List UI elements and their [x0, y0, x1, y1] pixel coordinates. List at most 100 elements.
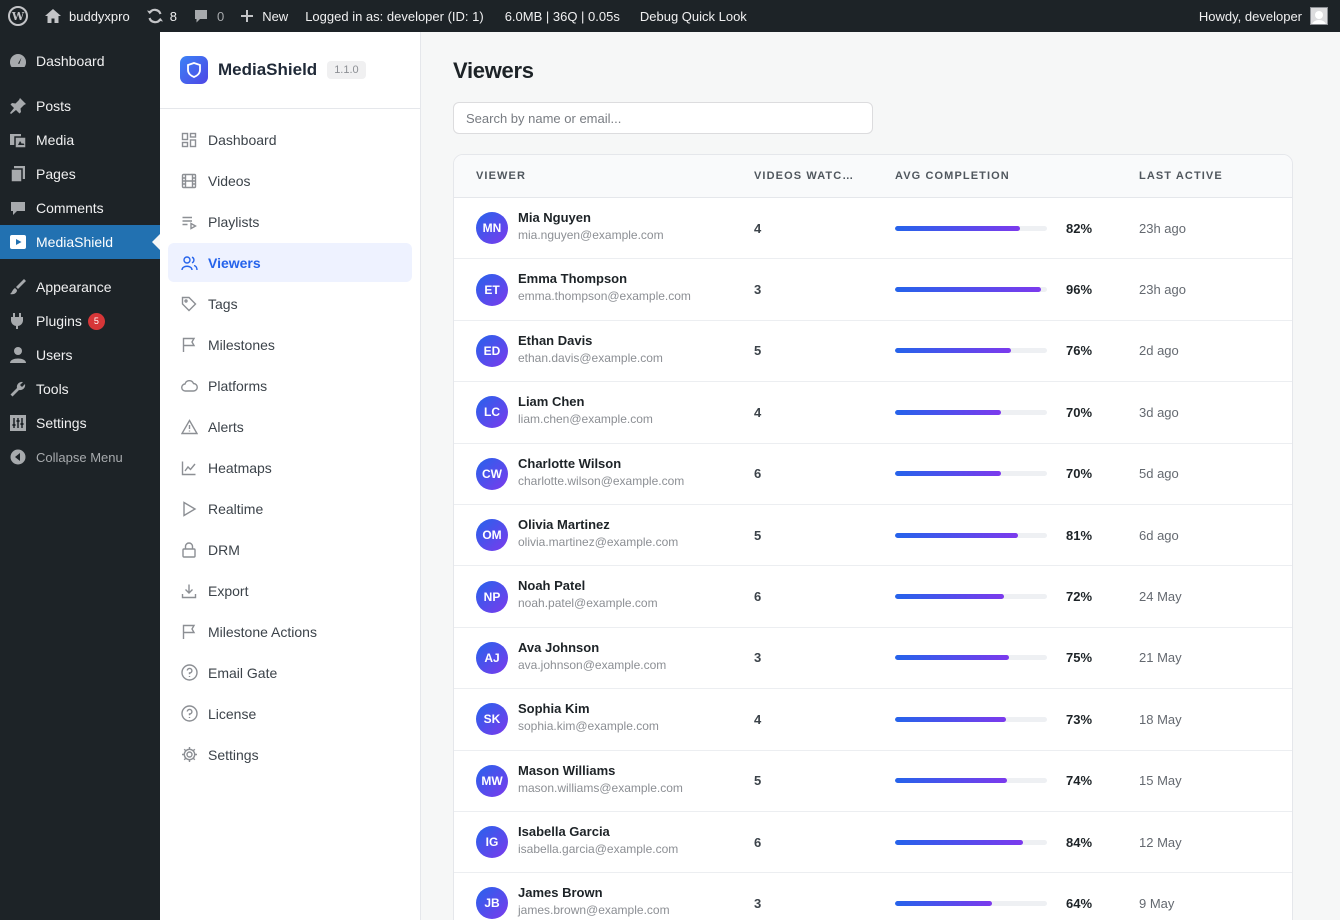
- table-row[interactable]: SK Sophia Kim sophia.kim@example.com 4 73% 18…: [454, 689, 1292, 751]
- comments-link[interactable]: 0: [185, 0, 232, 32]
- debug-quick-look[interactable]: Debug Quick Look: [628, 0, 755, 32]
- download-icon: [180, 582, 198, 600]
- videos-watched: 3: [754, 282, 762, 298]
- nav-viewers[interactable]: Viewers: [168, 243, 412, 282]
- nav-tags[interactable]: Tags: [168, 284, 412, 323]
- viewer-email: liam.chen@example.com: [518, 412, 653, 427]
- viewer-email: isabella.garcia@example.com: [518, 841, 679, 856]
- col-videos-watched[interactable]: Videos Watched: [754, 170, 854, 182]
- query-monitor-stats[interactable]: 6.0MB | 36Q | 0.05s: [492, 0, 628, 32]
- avatar: MN: [476, 212, 508, 245]
- table-row[interactable]: MN Mia Nguyen mia.nguyen@example.com 4 82% 23…: [454, 198, 1292, 260]
- last-active: 12 May: [1139, 834, 1182, 850]
- plug-icon: [8, 311, 28, 331]
- menu-media[interactable]: Media: [0, 123, 160, 157]
- viewer-name[interactable]: Charlotte Wilson: [518, 455, 622, 471]
- viewer-email: olivia.martinez@example.com: [518, 534, 679, 549]
- nav-platforms[interactable]: Platforms: [168, 366, 412, 405]
- last-active: 9 May: [1139, 895, 1175, 911]
- menu-tools[interactable]: Tools: [0, 372, 160, 406]
- nav-export[interactable]: Export: [168, 571, 412, 610]
- table-row[interactable]: LC Liam Chen liam.chen@example.com 4 70% 3d a…: [454, 382, 1292, 444]
- avatar: CW: [476, 457, 508, 490]
- table-row[interactable]: AJ Ava Johnson ava.johnson@example.com 3 75%…: [454, 628, 1292, 690]
- menu-plugins[interactable]: Plugins 5: [0, 304, 160, 338]
- viewer-info: Liam Chen liam.chen@example.com: [518, 394, 653, 426]
- viewer-name[interactable]: Mason Williams: [518, 762, 616, 778]
- table-row[interactable]: NP Noah Patel noah.patel@example.com 6 72% 24…: [454, 566, 1292, 628]
- search-input[interactable]: [453, 102, 873, 134]
- avatar: ET: [476, 273, 508, 306]
- completion-bar: [895, 778, 1047, 784]
- viewer-name[interactable]: Sophia Kim: [518, 701, 590, 717]
- nav-playlists[interactable]: Playlists: [168, 202, 412, 241]
- menu-users[interactable]: Users: [0, 338, 160, 372]
- logged-in-info[interactable]: Logged in as: developer (ID: 1): [296, 0, 492, 32]
- avatar: NP: [476, 580, 508, 613]
- nav-label: Dashboard: [208, 131, 277, 148]
- col-viewer[interactable]: Viewer: [476, 170, 526, 182]
- viewer-info: Olivia Martinez olivia.martinez@example.c…: [518, 517, 678, 549]
- nav-label: Videos: [208, 172, 251, 189]
- user-icon: [8, 345, 28, 365]
- table-row[interactable]: ED Ethan Davis ethan.davis@example.com 5 76%…: [454, 321, 1292, 383]
- viewer-name[interactable]: Noah Patel: [518, 578, 586, 594]
- videos-watched: 5: [754, 773, 762, 789]
- last-active: 15 May: [1139, 773, 1182, 789]
- nav-alerts[interactable]: Alerts: [168, 407, 412, 446]
- viewer-name[interactable]: Ethan Davis: [518, 332, 593, 348]
- menu-pages[interactable]: Pages: [0, 157, 160, 191]
- viewer-name[interactable]: Mia Nguyen: [518, 210, 591, 225]
- menu-settings[interactable]: Settings: [0, 406, 160, 440]
- table-row[interactable]: MW Mason Williams mason.williams@example.c…: [454, 751, 1292, 812]
- avatar: ED: [476, 334, 508, 367]
- nav-label: Milestone Actions: [208, 623, 317, 640]
- nav-license[interactable]: License: [168, 694, 412, 733]
- nav-videos[interactable]: Videos: [168, 161, 412, 200]
- nav-milestones[interactable]: Milestones: [168, 325, 412, 364]
- last-active: 3d ago: [1139, 404, 1179, 420]
- nav-dashboard[interactable]: Dashboard: [168, 120, 412, 159]
- table-row[interactable]: CW Charlotte Wilson charlotte.wilson@examp…: [454, 444, 1292, 505]
- viewer-name[interactable]: Olivia Martinez: [518, 516, 610, 532]
- table-row[interactable]: OM Olivia Martinez olivia.martinez@example…: [454, 505, 1292, 567]
- howdy-text: Howdy, developer: [1198, 8, 1302, 24]
- pages-icon: [8, 164, 28, 184]
- viewer-name[interactable]: Liam Chen: [518, 394, 585, 410]
- menu-appearance[interactable]: Appearance: [0, 270, 160, 304]
- updates-link[interactable]: 8: [138, 0, 185, 32]
- nav-drm[interactable]: DRM: [168, 530, 412, 569]
- nav-label: Alerts: [208, 418, 244, 435]
- menu-mediashield[interactable]: MediaShield: [0, 225, 160, 259]
- completion-bar-fill: [895, 655, 1009, 661]
- collapse-menu-button[interactable]: Collapse Menu: [0, 440, 160, 474]
- table-row[interactable]: IG Isabella Garcia isabella.garcia@example…: [454, 812, 1292, 874]
- menu-posts[interactable]: Posts: [0, 89, 160, 123]
- plugin-sidebar: MediaShield 1.1.0 Dashboard Videos Playl…: [160, 32, 421, 920]
- menu-comments[interactable]: Comments: [0, 191, 160, 225]
- menu-dashboard[interactable]: Dashboard: [0, 44, 160, 78]
- site-name-link[interactable]: buddyxpro: [36, 0, 138, 32]
- plus-icon: [241, 10, 254, 22]
- completion-bar-fill: [895, 225, 1020, 231]
- nav-settings[interactable]: Settings: [168, 735, 412, 774]
- nav-milestone-actions[interactable]: Milestone Actions: [168, 612, 412, 651]
- viewer-name[interactable]: James Brown: [518, 885, 603, 901]
- last-active: 23h ago: [1139, 220, 1186, 236]
- nav-email-gate[interactable]: Email Gate: [168, 653, 412, 692]
- new-content-link[interactable]: New: [232, 0, 296, 32]
- table-row[interactable]: JB James Brown james.brown@example.com 3 64%…: [454, 873, 1292, 920]
- completion-percent: 73%: [1066, 711, 1093, 727]
- nav-heatmaps[interactable]: Heatmaps: [168, 448, 412, 487]
- viewer-name[interactable]: Ava Johnson: [518, 639, 600, 655]
- viewer-email: ethan.davis@example.com: [518, 350, 663, 365]
- col-avg-completion[interactable]: Avg Completion: [895, 170, 1010, 182]
- wp-logo-menu[interactable]: W: [0, 0, 36, 32]
- table-row[interactable]: ET Emma Thompson emma.thompson@example.com…: [454, 259, 1292, 321]
- my-account-menu[interactable]: Howdy, developer: [1199, 7, 1340, 25]
- viewer-name[interactable]: Isabella Garcia: [518, 823, 610, 839]
- viewer-name[interactable]: Emma Thompson: [518, 271, 628, 287]
- nav-realtime[interactable]: Realtime: [168, 489, 412, 528]
- completion-bar: [895, 348, 1047, 354]
- col-last-active[interactable]: Last Active: [1139, 170, 1223, 182]
